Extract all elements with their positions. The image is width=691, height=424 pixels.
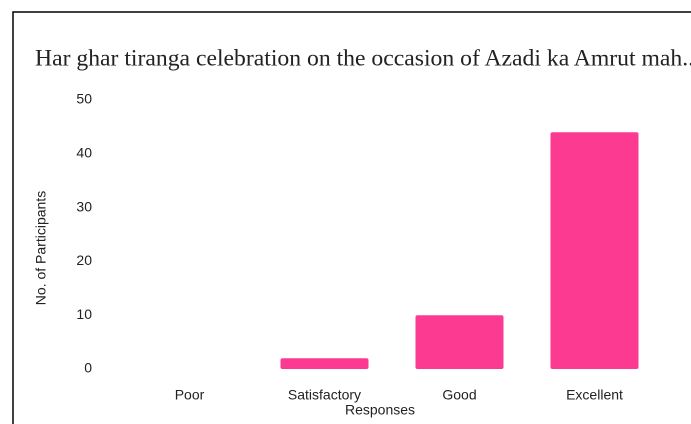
x-tick-label: Good — [442, 387, 476, 403]
y-tick-label: 10 — [76, 306, 92, 322]
y-tick-label: 30 — [76, 198, 92, 214]
y-tick-label: 50 — [76, 91, 92, 107]
x-axis-label: Responses — [345, 402, 415, 418]
bar — [550, 132, 639, 369]
y-axis-label: No. of Participants — [33, 191, 49, 305]
y-tick-label: 40 — [76, 145, 92, 161]
y-tick-label: 0 — [84, 360, 92, 376]
bar — [415, 315, 504, 369]
x-tick-label: Excellent — [566, 387, 623, 403]
y-tick-label: 20 — [76, 252, 92, 268]
chart-title: Har ghar tiranga celebration on the occa… — [35, 45, 691, 70]
bar — [280, 358, 369, 369]
frame — [12, 11, 691, 424]
x-tick-label: Satisfactory — [288, 387, 361, 403]
x-tick-label: Poor — [175, 387, 205, 403]
